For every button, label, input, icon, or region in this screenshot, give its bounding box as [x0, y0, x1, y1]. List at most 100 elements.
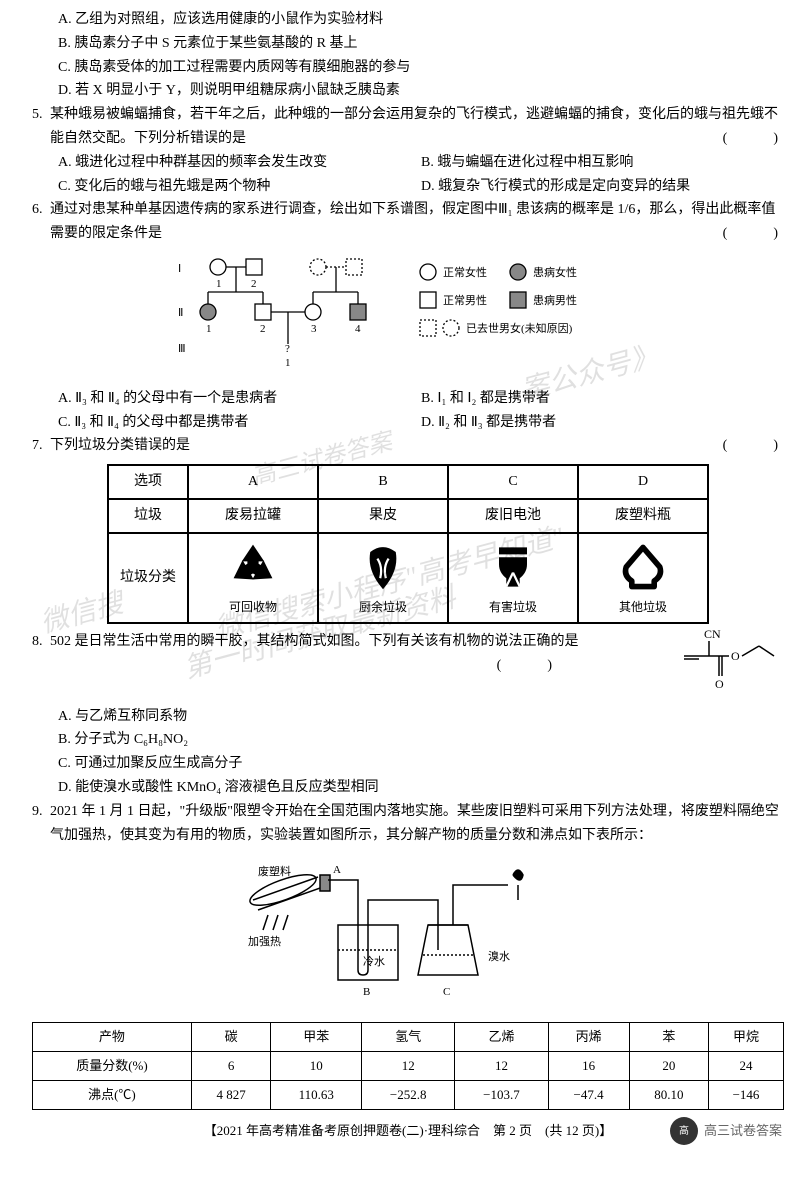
- svg-text:正常女性: 正常女性: [443, 265, 487, 279]
- svg-text:O: O: [731, 649, 740, 663]
- q4-option-d: D. 若 X 明显小于 Y，则说明甲组糖尿病小鼠缺乏胰岛素: [32, 79, 784, 103]
- kitchen-waste-icon: 厨余垃圾: [318, 533, 448, 623]
- q9-t-m2: 10: [271, 1052, 362, 1081]
- svg-text:1: 1: [216, 278, 222, 290]
- svg-text:2: 2: [251, 278, 257, 290]
- svg-text:3: 3: [311, 323, 317, 335]
- svg-text:C: C: [443, 986, 450, 998]
- q9-t-h4: 乙烯: [455, 1023, 548, 1052]
- q8-option-c: C. 可通过加聚反应生成高分子: [32, 752, 784, 776]
- q6-option-a: A. Ⅱ₃ 和 Ⅱ₄ 的父母中有一个是患病者: [58, 387, 421, 411]
- q9-t-h3: 氢气: [362, 1023, 455, 1052]
- q5-option-a: A. 蛾进化过程中种群基因的频率会发生改变: [58, 151, 421, 175]
- q7-r2-label: 垃圾分类: [108, 533, 188, 623]
- q9-t-h2: 甲苯: [271, 1023, 362, 1052]
- q9-t-m1: 6: [191, 1052, 270, 1081]
- q9-t-m5: 16: [548, 1052, 629, 1081]
- q4-option-b: B. 胰岛素分子中 S 元素位于某些氨基酸的 R 基上: [32, 32, 784, 56]
- q8-option-a: A. 与乙烯互称同系物: [32, 705, 784, 729]
- recyclable-icon: 可回收物: [188, 533, 318, 623]
- q7-r1-1: 废易拉罐: [188, 499, 318, 533]
- q9-t-b1: 4 827: [191, 1081, 270, 1110]
- account-avatar-icon: 高: [670, 1117, 698, 1145]
- q9-t-b6: 80.10: [629, 1081, 708, 1110]
- q7-table: 选项 A B C D 垃圾 废易拉罐 果皮 废旧电池 废塑料瓶 垃圾分类 可回收…: [107, 464, 709, 624]
- svg-text:正常男性: 正常男性: [443, 293, 487, 307]
- q9-t-m6: 20: [629, 1052, 708, 1081]
- q7-h0: 选项: [108, 465, 188, 499]
- q7-r1-0: 垃圾: [108, 499, 188, 533]
- q7-h4: D: [578, 465, 708, 499]
- svg-text:患病女性: 患病女性: [533, 265, 577, 279]
- hazardous-waste-icon: 有害垃圾: [448, 533, 578, 623]
- svg-text:?: ?: [285, 343, 290, 355]
- q6-option-b: B. Ⅰ₁ 和 Ⅰ₂ 都是携带者: [421, 387, 784, 411]
- q9-t-b5: −47.4: [548, 1081, 629, 1110]
- svg-text:废塑料: 废塑料: [258, 864, 291, 878]
- q9-stem: 2021 年 1 月 1 日起，"升级版"限塑令开始在全国范围内落地实施。某些废…: [50, 804, 779, 843]
- q6-option-d: D. Ⅱ₂ 和 Ⅱ₃ 都是携带者: [421, 411, 784, 435]
- q9-t-b2: 110.63: [271, 1081, 362, 1110]
- q9-t-m4: 12: [455, 1052, 548, 1081]
- q7-stem: 下列垃圾分类错误的是: [50, 438, 190, 453]
- answer-blank: ( ): [723, 434, 784, 458]
- svg-text:CN: CN: [704, 627, 721, 641]
- q6: 6. 通过对患某种单基因遗传病的家系进行调查，绘出如下系谱图，假定图中Ⅲ₁ 患该…: [32, 198, 784, 246]
- q9-apparatus: 废塑料 A 加强热 冷水 B 溴水 C: [32, 855, 784, 1014]
- q9-t-m0: 质量分数(%): [33, 1052, 192, 1081]
- q4-option-a: A. 乙组为对照组，应该选用健康的小鼠作为实验材料: [32, 8, 784, 32]
- answer-blank: ( ): [723, 222, 784, 246]
- q5-option-d: D. 蛾复杂飞行模式的形成是定向变异的结果: [421, 175, 784, 199]
- q9-t-h7: 甲烷: [709, 1023, 784, 1052]
- q7-h2: B: [318, 465, 448, 499]
- q6-stem: 通过对患某种单基因遗传病的家系进行调查，绘出如下系谱图，假定图中Ⅲ₁ 患该病的概…: [50, 202, 775, 241]
- q9-t-m7: 24: [709, 1052, 784, 1081]
- q8-option-d: D. 能使溴水或酸性 KMnO₄ 溶液褪色且反应类型相同: [32, 776, 784, 800]
- q9-t-b3: −252.8: [362, 1081, 455, 1110]
- other-waste-icon: 其他垃圾: [578, 533, 708, 623]
- svg-text:加强热: 加强热: [248, 935, 281, 948]
- q5-number: 5.: [32, 103, 50, 151]
- q9-number: 9.: [32, 800, 50, 848]
- q8-stem: 502 是日常生活中常用的瞬干胶，其结构简式如图。下列有关该有机物的说法正确的是: [50, 634, 579, 649]
- answer-blank: ( ): [723, 127, 784, 151]
- q6-number: 6.: [32, 198, 50, 246]
- q7-r1-2: 果皮: [318, 499, 448, 533]
- q7-r1-3: 废旧电池: [448, 499, 578, 533]
- answer-blank: ( ): [497, 654, 558, 678]
- q6-option-c: C. Ⅱ₃ 和 Ⅱ₄ 的父母中都是携带者: [58, 411, 421, 435]
- svg-text:2: 2: [260, 323, 266, 335]
- svg-text:O: O: [715, 677, 724, 691]
- q8-structure: CN O O: [674, 626, 784, 705]
- q9-t-b0: 沸点(℃): [33, 1081, 192, 1110]
- svg-text:溴水: 溴水: [488, 949, 510, 963]
- svg-text:4: 4: [355, 323, 361, 335]
- pedigree-diagram: Ⅰ 1 2 Ⅱ 1 2 3 4 Ⅲ ? 1 正常女性 患病女性 正常男性 患病男…: [32, 252, 784, 381]
- svg-text:1: 1: [285, 357, 291, 369]
- q9-t-h5: 丙烯: [548, 1023, 629, 1052]
- q8-number: 8.: [32, 630, 50, 705]
- q5-stem: 某种蛾易被蝙蝠捕食，若干年之后，此种蛾的一部分会运用复杂的飞行模式，逃避蝙蝠的捕…: [50, 107, 778, 146]
- svg-text:A: A: [333, 864, 341, 876]
- q7-h3: C: [448, 465, 578, 499]
- q5-option-b: B. 蛾与蝙蝠在进化过程中相互影响: [421, 151, 784, 175]
- q5: 5. 某种蛾易被蝙蝠捕食，若干年之后，此种蛾的一部分会运用复杂的飞行模式，逃避蝙…: [32, 103, 784, 151]
- q7-h1: A: [188, 465, 318, 499]
- svg-text:冷水: 冷水: [363, 955, 385, 968]
- q9-t-b7: −146: [709, 1081, 784, 1110]
- svg-text:Ⅰ: Ⅰ: [178, 263, 181, 275]
- q9-t-h0: 产物: [33, 1023, 192, 1052]
- q7: 7. 下列垃圾分类错误的是 ( ): [32, 434, 784, 458]
- svg-text:患病男性: 患病男性: [533, 293, 577, 307]
- q7-number: 7.: [32, 434, 50, 458]
- account-watermark: 高 高三试卷答案: [670, 1117, 782, 1145]
- q8-option-b: B. 分子式为 C₆H₈NO₂: [32, 728, 784, 752]
- q8: 8. CN O O 502 是日常生活中常用的瞬干胶，其结构简式如图。下列有关该…: [32, 630, 784, 705]
- q9-t-m3: 12: [362, 1052, 455, 1081]
- q9-t-h1: 碳: [191, 1023, 270, 1052]
- q9-t-h6: 苯: [629, 1023, 708, 1052]
- svg-text:B: B: [363, 986, 370, 998]
- q7-r1-4: 废塑料瓶: [578, 499, 708, 533]
- svg-text:已去世男女(未知原因): 已去世男女(未知原因): [466, 321, 573, 335]
- svg-text:Ⅲ: Ⅲ: [178, 343, 186, 355]
